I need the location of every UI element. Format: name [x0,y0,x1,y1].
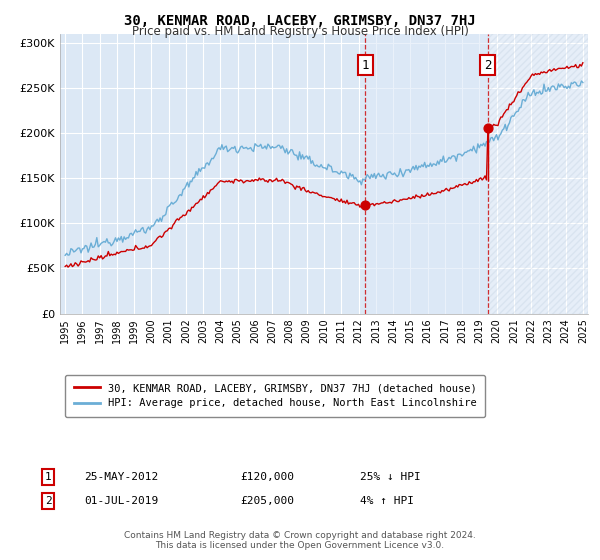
Text: Contains HM Land Registry data © Crown copyright and database right 2024.
This d: Contains HM Land Registry data © Crown c… [124,530,476,550]
Point [483,124,493,133]
Bar [488,34,588,314]
Text: 4% ↑ HPI: 4% ↑ HPI [360,496,414,506]
Text: Price paid vs. HM Land Registry's House Price Index (HPI): Price paid vs. HM Land Registry's House … [131,25,469,38]
Text: £205,000: £205,000 [240,496,294,506]
Text: £120,000: £120,000 [240,472,294,482]
Text: 2: 2 [484,59,491,72]
Legend: 30, KENMAR ROAD, LACEBY, GRIMSBY, DN37 7HJ (detached house), HPI: Average price,: 30, KENMAR ROAD, LACEBY, GRIMSBY, DN37 7… [65,375,485,417]
Bar [365,34,488,314]
Text: 1: 1 [362,59,369,72]
Text: 30, KENMAR ROAD, LACEBY, GRIMSBY, DN37 7HJ: 30, KENMAR ROAD, LACEBY, GRIMSBY, DN37 7… [124,14,476,28]
Text: 25-MAY-2012: 25-MAY-2012 [84,472,158,482]
Text: 25% ↓ HPI: 25% ↓ HPI [360,472,421,482]
Text: 01-JUL-2019: 01-JUL-2019 [84,496,158,506]
Text: 1: 1 [44,472,52,482]
Point [361,200,370,209]
Text: 2: 2 [44,496,52,506]
